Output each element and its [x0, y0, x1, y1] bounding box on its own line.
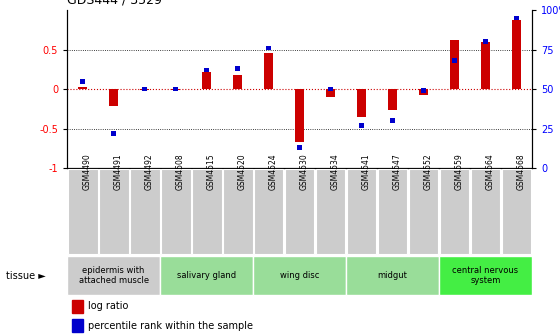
Text: GSM4492: GSM4492 [144, 153, 153, 190]
Bar [359, 123, 365, 128]
FancyBboxPatch shape [67, 256, 160, 295]
Bar [72, 300, 83, 312]
Bar [452, 58, 458, 63]
FancyBboxPatch shape [161, 169, 190, 254]
Bar [297, 145, 302, 150]
Text: tissue ►: tissue ► [6, 270, 45, 281]
Bar [483, 39, 488, 44]
FancyBboxPatch shape [99, 169, 129, 254]
Bar [421, 88, 426, 93]
Bar [78, 87, 87, 89]
Bar [204, 68, 209, 73]
Bar [295, 89, 304, 142]
FancyBboxPatch shape [316, 169, 346, 254]
FancyBboxPatch shape [223, 169, 253, 254]
Text: GSM4541: GSM4541 [362, 153, 371, 190]
Bar [111, 131, 116, 136]
Bar [233, 75, 242, 89]
Bar [328, 87, 333, 91]
Bar [481, 42, 490, 89]
Text: GSM4547: GSM4547 [393, 153, 402, 190]
Text: GSM4534: GSM4534 [330, 153, 339, 190]
Text: GSM4552: GSM4552 [423, 153, 432, 190]
FancyBboxPatch shape [470, 169, 501, 254]
Bar [173, 87, 179, 91]
Bar [450, 40, 459, 89]
Text: midgut: midgut [377, 271, 408, 280]
FancyBboxPatch shape [160, 256, 253, 295]
Bar [326, 89, 335, 97]
Text: wing disc: wing disc [280, 271, 319, 280]
Bar [512, 19, 521, 89]
FancyBboxPatch shape [130, 169, 160, 254]
Bar [142, 87, 147, 91]
FancyBboxPatch shape [347, 169, 376, 254]
Text: central nervous
system: central nervous system [452, 266, 519, 285]
Text: GSM4490: GSM4490 [83, 153, 92, 190]
Bar [419, 89, 428, 94]
FancyBboxPatch shape [409, 169, 438, 254]
Bar [390, 118, 395, 123]
Bar [80, 79, 86, 84]
Text: GSM4530: GSM4530 [300, 153, 309, 190]
Text: GDS444 / 3529: GDS444 / 3529 [67, 0, 162, 7]
Bar [109, 89, 118, 107]
FancyBboxPatch shape [377, 169, 408, 254]
FancyBboxPatch shape [502, 169, 531, 254]
Text: GSM4568: GSM4568 [516, 153, 525, 190]
Bar [140, 89, 150, 90]
Bar [171, 89, 180, 90]
Text: percentile rank within the sample: percentile rank within the sample [88, 321, 253, 331]
FancyBboxPatch shape [192, 169, 222, 254]
Text: log ratio: log ratio [88, 301, 128, 311]
FancyBboxPatch shape [439, 256, 532, 295]
Bar [514, 15, 519, 20]
Text: salivary gland: salivary gland [177, 271, 236, 280]
Bar [72, 319, 83, 332]
FancyBboxPatch shape [253, 256, 346, 295]
Bar [266, 46, 272, 50]
Text: epidermis with
attached muscle: epidermis with attached muscle [78, 266, 149, 285]
FancyBboxPatch shape [346, 256, 439, 295]
Text: GSM4508: GSM4508 [176, 153, 185, 190]
Bar [235, 66, 240, 71]
Bar [264, 53, 273, 89]
Text: GSM4559: GSM4559 [455, 153, 464, 190]
FancyBboxPatch shape [254, 169, 283, 254]
Text: GSM4491: GSM4491 [114, 153, 123, 190]
Bar [388, 89, 397, 110]
FancyBboxPatch shape [440, 169, 469, 254]
FancyBboxPatch shape [284, 169, 315, 254]
Text: GSM4515: GSM4515 [207, 153, 216, 190]
Bar [357, 89, 366, 117]
Bar [202, 72, 211, 89]
FancyBboxPatch shape [68, 169, 97, 254]
Text: GSM4524: GSM4524 [269, 153, 278, 190]
Text: GSM4520: GSM4520 [237, 153, 246, 190]
Text: GSM4564: GSM4564 [486, 153, 494, 190]
